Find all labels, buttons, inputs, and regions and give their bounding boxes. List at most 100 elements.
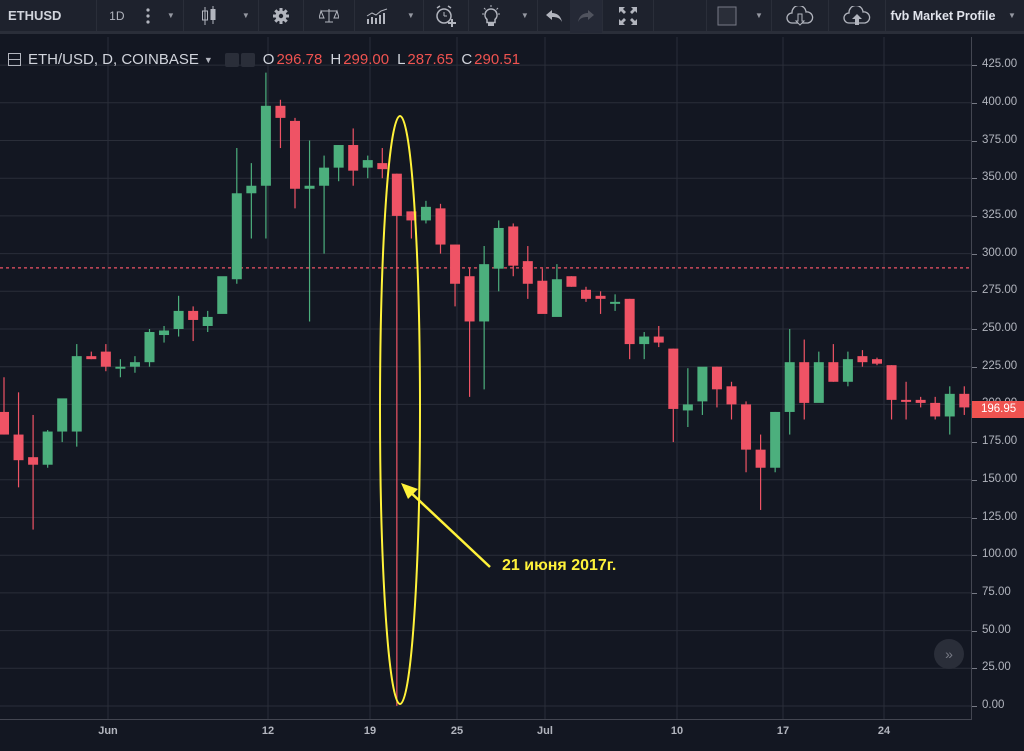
candle bbox=[57, 398, 68, 443]
low-value: 287.65 bbox=[407, 51, 454, 68]
price-label: 400.00 bbox=[982, 95, 1018, 108]
chart-pane[interactable]: ETH/USD, D, COINBASE ▼ O 296.78 H 299.00 L… bbox=[0, 37, 972, 720]
chart-type-caret-icon[interactable]: ▼ bbox=[241, 11, 250, 20]
price-label: 425.00 bbox=[982, 58, 1018, 71]
candle bbox=[173, 295, 184, 337]
fullscreen-icon[interactable] bbox=[603, 0, 653, 33]
undo-icon[interactable] bbox=[538, 0, 570, 33]
candle bbox=[28, 414, 39, 530]
candle bbox=[144, 329, 155, 367]
candle bbox=[581, 286, 591, 302]
price-tick bbox=[972, 442, 977, 444]
close-label: C bbox=[461, 51, 473, 68]
price-tick bbox=[972, 253, 977, 255]
price-tick bbox=[972, 630, 977, 632]
alarm-clock-plus-icon[interactable] bbox=[424, 0, 468, 33]
price-tick bbox=[972, 668, 977, 670]
ideas-caret-icon[interactable]: ▼ bbox=[520, 11, 529, 20]
candle bbox=[391, 173, 402, 706]
candle bbox=[842, 351, 853, 387]
gear-icon[interactable] bbox=[259, 0, 303, 33]
candle bbox=[886, 365, 897, 420]
price-label: 50.00 bbox=[982, 623, 1011, 636]
candle bbox=[828, 344, 839, 382]
collapse-legend-icon[interactable] bbox=[8, 52, 22, 67]
vertical-dots-icon[interactable] bbox=[137, 0, 159, 33]
candle bbox=[610, 294, 621, 311]
candle bbox=[290, 117, 300, 209]
open-label: O bbox=[262, 51, 275, 68]
square-icon[interactable] bbox=[707, 0, 747, 33]
candle bbox=[362, 155, 373, 179]
time-label: 17 bbox=[776, 725, 790, 737]
candle bbox=[944, 386, 955, 435]
time-label: 24 bbox=[877, 725, 891, 737]
candle bbox=[624, 298, 635, 360]
candle bbox=[784, 329, 795, 435]
candlestick-chart[interactable] bbox=[0, 37, 972, 720]
candle bbox=[741, 401, 752, 473]
price-tick bbox=[972, 366, 977, 368]
price-axis[interactable]: 425.00 400.00 375.00 350.00 325.00 300.00 275.… bbox=[972, 37, 1024, 720]
candle bbox=[319, 155, 330, 254]
layout-name-button[interactable]: fvb Market Profile bbox=[890, 8, 996, 23]
candle bbox=[493, 220, 504, 292]
interval-button[interactable]: 1D bbox=[109, 8, 125, 23]
layout-caret-icon[interactable]: ▼ bbox=[1008, 11, 1016, 20]
price-label: 375.00 bbox=[982, 133, 1018, 146]
candle bbox=[799, 339, 810, 420]
candle bbox=[653, 325, 664, 348]
redo-icon[interactable] bbox=[569, 0, 602, 33]
series-dropdown-caret-icon[interactable]: ▼ bbox=[203, 54, 213, 65]
candles-icon[interactable] bbox=[184, 0, 234, 33]
price-label: 225.00 bbox=[982, 359, 1018, 372]
cloud-upload-icon[interactable] bbox=[829, 0, 885, 33]
time-label: Jun bbox=[98, 725, 118, 737]
time-axis[interactable]: Jun 12 19 25 Jul 10 17 24 bbox=[0, 720, 972, 751]
candle bbox=[231, 148, 242, 284]
series-title[interactable]: ETH/USD, D, COINBASE bbox=[28, 51, 199, 68]
candle bbox=[551, 264, 562, 317]
settings-mini-icon[interactable] bbox=[240, 52, 255, 67]
indicators-icon[interactable] bbox=[355, 0, 399, 33]
candle bbox=[901, 381, 912, 420]
low-label: L bbox=[397, 51, 406, 68]
price-label: 300.00 bbox=[982, 246, 1018, 259]
candle bbox=[770, 411, 781, 473]
close-value: 290.51 bbox=[474, 51, 521, 68]
candle bbox=[639, 332, 650, 360]
price-label: 350.00 bbox=[982, 171, 1018, 184]
candle bbox=[464, 268, 475, 397]
price-tick bbox=[972, 140, 977, 142]
candle bbox=[86, 351, 97, 360]
cloud-download-icon[interactable] bbox=[772, 0, 828, 33]
symbol-search-button[interactable]: ETHUSD bbox=[0, 0, 97, 33]
candle bbox=[435, 203, 446, 254]
color-caret-icon[interactable]: ▼ bbox=[755, 11, 763, 20]
price-label: 175.00 bbox=[982, 435, 1018, 448]
interval-dropdown-caret-icon[interactable]: ▼ bbox=[166, 11, 175, 20]
candle bbox=[755, 434, 766, 510]
price-tick bbox=[972, 291, 977, 293]
lightbulb-icon[interactable] bbox=[469, 0, 513, 33]
open-value: 296.78 bbox=[276, 51, 323, 68]
eye-toggle-icon[interactable] bbox=[224, 52, 239, 67]
indicators-caret-icon[interactable]: ▼ bbox=[406, 11, 415, 20]
scroll-to-realtime-button[interactable]: » bbox=[934, 639, 964, 669]
candle bbox=[202, 310, 213, 333]
candle bbox=[159, 325, 170, 343]
time-label: 12 bbox=[261, 725, 275, 737]
candle bbox=[959, 386, 970, 415]
annotation-label: 21 июня 2017г. bbox=[502, 557, 617, 574]
price-tick bbox=[972, 329, 977, 330]
candle bbox=[129, 356, 140, 373]
candle bbox=[348, 128, 359, 186]
price-label: 0.00 bbox=[982, 699, 1005, 711]
candle bbox=[522, 246, 533, 299]
candle bbox=[697, 366, 708, 415]
price-label: 150.00 bbox=[982, 472, 1018, 485]
candle bbox=[566, 276, 577, 287]
scales-icon[interactable] bbox=[304, 0, 354, 33]
candle bbox=[100, 344, 111, 372]
price-tick bbox=[972, 102, 977, 104]
